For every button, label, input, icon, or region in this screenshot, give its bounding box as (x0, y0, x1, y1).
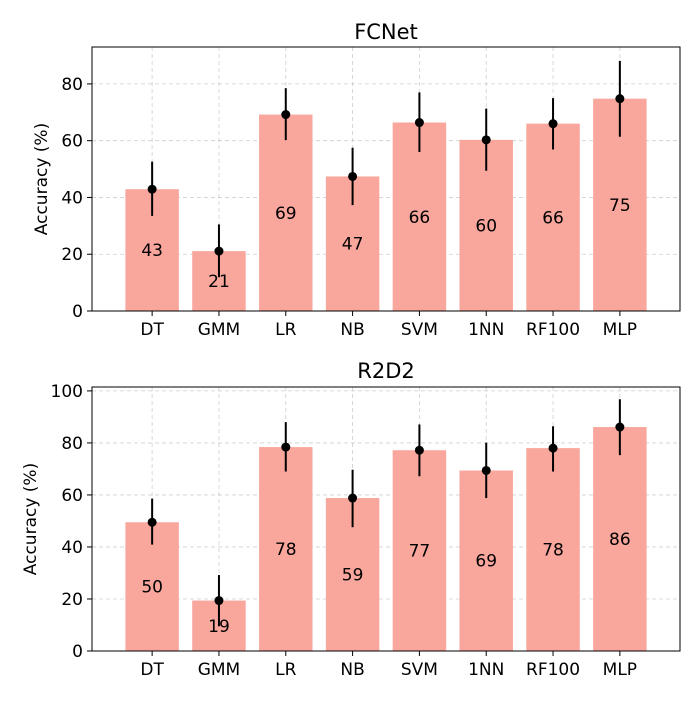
x-axis: DT GMM LR NB SVM 1NN RF100 MLP (140, 651, 637, 680)
y-tick-label: 80 (61, 75, 83, 95)
x-tick-label-dt: DT (140, 660, 164, 680)
x-tick-label-lr: LR (275, 320, 296, 340)
y-tick-label: 20 (61, 245, 83, 265)
grid (92, 47, 680, 312)
y-tick-label: 40 (61, 538, 83, 558)
mean-point-lr (281, 442, 291, 452)
data-label-dt: 43 (141, 241, 163, 261)
y-tick-label: 0 (72, 302, 83, 322)
data-labels: 43 21 69 47 66 60 66 75 (141, 196, 630, 292)
x-tick-label-lr: LR (275, 660, 296, 680)
chart-title: FCNet (354, 20, 418, 44)
mean-point-gmm (214, 596, 224, 606)
x-tick-label-1nn: 1NN (468, 320, 504, 340)
bar-1nn (459, 470, 513, 651)
mean-point-gmm (214, 246, 224, 256)
y-axis-label: Accuracy (%) (21, 463, 41, 575)
x-tick-label-1nn: 1NN (468, 660, 504, 680)
chart-panel-2: 50 19 78 59 77 69 78 86 0 20 40 60 80 100 DT GMM LR NB SVM… (21, 359, 681, 680)
data-label-rf100: 66 (542, 208, 564, 228)
data-label-lr: 78 (275, 540, 297, 560)
y-axis: 0 20 40 60 80 (61, 75, 92, 322)
error-bars (147, 399, 625, 627)
data-label-gmm: 19 (208, 617, 230, 637)
mean-point-mlp (615, 94, 625, 104)
x-tick-label-dt: DT (140, 320, 164, 340)
data-label-mlp: 86 (609, 530, 631, 550)
x-tick-label-svm: SVM (401, 660, 438, 680)
axes-frame (91, 46, 681, 312)
mean-point-rf100 (548, 119, 558, 129)
data-label-lr: 69 (275, 204, 297, 224)
x-tick-label-mlp: MLP (603, 320, 637, 340)
x-tick-label-svm: SVM (401, 320, 438, 340)
y-tick-label: 100 (51, 382, 83, 402)
data-label-rf100: 78 (542, 541, 564, 561)
chart-panel-1: 43 21 69 47 66 60 66 75 0 20 40 60 80 DT GMM LR NB SVM 1NN… (32, 20, 681, 340)
mean-point-nb (348, 493, 358, 503)
x-tick-label-nb: NB (340, 320, 364, 340)
data-label-mlp: 75 (609, 196, 631, 216)
data-label-dt: 50 (141, 578, 163, 598)
bars (125, 427, 647, 651)
mean-point-rf100 (548, 443, 558, 453)
y-axis: 0 20 40 60 80 100 (51, 382, 92, 662)
axes-frame (91, 386, 681, 652)
bar-svm (392, 122, 447, 311)
y-tick-label: 20 (61, 590, 83, 610)
mean-point-1nn (481, 135, 491, 145)
bar-lr (259, 114, 313, 312)
mean-point-nb (348, 171, 358, 181)
y-tick-label: 60 (61, 486, 83, 506)
x-tick-label-gmm: GMM (198, 660, 241, 680)
data-label-nb: 47 (342, 235, 364, 255)
y-tick-label: 40 (61, 188, 83, 208)
mean-point-1nn (481, 465, 491, 475)
mean-point-mlp (615, 422, 625, 432)
bar-mlp (593, 427, 647, 651)
data-label-svm: 66 (409, 208, 431, 228)
data-label-svm: 77 (409, 542, 431, 562)
data-label-1nn: 69 (475, 552, 497, 572)
y-tick-label: 60 (61, 132, 83, 152)
data-label-1nn: 60 (475, 216, 497, 236)
bar-svm (392, 450, 447, 651)
x-tick-label-rf100: RF100 (526, 320, 580, 340)
chart-title: R2D2 (357, 359, 414, 383)
y-axis-label: Accuracy (%) (32, 123, 52, 235)
x-tick-label-mlp: MLP (603, 660, 637, 680)
mean-point-lr (281, 110, 291, 120)
grid (92, 387, 680, 652)
mean-point-svm (414, 445, 424, 455)
x-tick-label-nb: NB (340, 660, 364, 680)
mean-point-dt (147, 517, 157, 527)
x-tick-label-rf100: RF100 (526, 660, 580, 680)
error-bars (147, 60, 625, 278)
data-label-nb: 59 (342, 566, 364, 586)
data-label-gmm: 21 (208, 272, 230, 292)
y-tick-label: 0 (72, 642, 83, 662)
bar-rf100 (526, 123, 580, 311)
y-tick-label: 80 (61, 434, 83, 454)
data-labels: 50 19 78 59 77 69 78 86 (141, 530, 630, 637)
bars (125, 98, 647, 312)
x-axis: DT GMM LR NB SVM 1NN RF100 MLP (140, 311, 637, 340)
mean-point-svm (414, 118, 424, 128)
bar-rf100 (526, 448, 580, 651)
x-tick-label-gmm: GMM (198, 320, 241, 340)
mean-point-dt (147, 184, 157, 194)
bar-lr (259, 447, 313, 651)
